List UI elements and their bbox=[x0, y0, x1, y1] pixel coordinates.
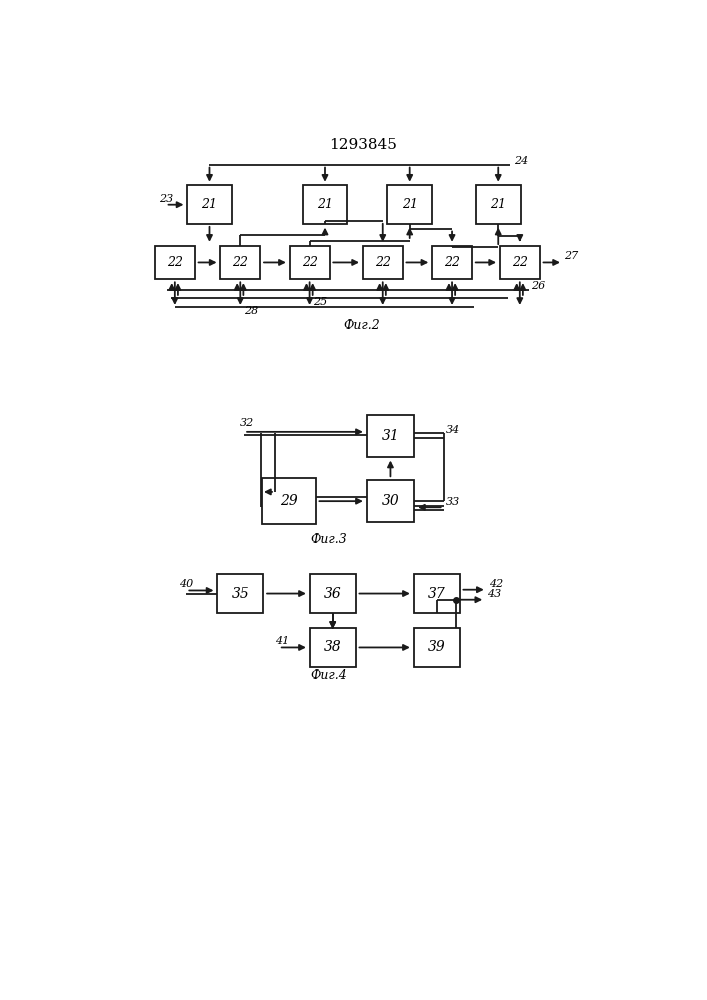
Text: 31: 31 bbox=[382, 429, 399, 443]
Text: 22: 22 bbox=[167, 256, 183, 269]
Text: 22: 22 bbox=[444, 256, 460, 269]
Text: Фиг.2: Фиг.2 bbox=[344, 319, 380, 332]
Bar bbox=[221, 246, 260, 279]
Text: 22: 22 bbox=[302, 256, 317, 269]
Text: 43: 43 bbox=[486, 589, 501, 599]
Text: 22: 22 bbox=[233, 256, 248, 269]
Bar bbox=[155, 246, 195, 279]
Text: 29: 29 bbox=[280, 494, 298, 508]
Bar bbox=[217, 574, 264, 613]
Text: 22: 22 bbox=[375, 256, 391, 269]
Bar bbox=[500, 246, 540, 279]
Bar bbox=[187, 185, 232, 224]
Text: 39: 39 bbox=[428, 640, 445, 654]
Text: 27: 27 bbox=[564, 251, 579, 261]
Text: 34: 34 bbox=[446, 425, 460, 435]
Text: 21: 21 bbox=[490, 198, 506, 211]
Text: 32: 32 bbox=[240, 418, 255, 428]
Bar bbox=[262, 478, 316, 524]
Bar bbox=[476, 185, 520, 224]
Text: 36: 36 bbox=[324, 587, 341, 601]
Text: 33: 33 bbox=[446, 497, 460, 507]
Text: 37: 37 bbox=[428, 587, 445, 601]
Text: 23: 23 bbox=[160, 194, 174, 204]
Bar bbox=[387, 185, 432, 224]
Text: 30: 30 bbox=[382, 494, 399, 508]
Text: Фиг.3: Фиг.3 bbox=[310, 533, 347, 546]
Text: 26: 26 bbox=[532, 281, 546, 291]
Text: 41: 41 bbox=[275, 636, 289, 646]
Bar bbox=[303, 185, 347, 224]
Bar bbox=[310, 574, 356, 613]
Text: 25: 25 bbox=[313, 297, 327, 307]
Text: 40: 40 bbox=[179, 579, 193, 589]
Text: 28: 28 bbox=[244, 306, 258, 316]
Text: 38: 38 bbox=[324, 640, 341, 654]
Bar bbox=[366, 415, 414, 457]
Text: 35: 35 bbox=[231, 587, 249, 601]
Bar bbox=[414, 574, 460, 613]
Text: 24: 24 bbox=[514, 156, 528, 166]
Bar bbox=[432, 246, 472, 279]
Text: 21: 21 bbox=[317, 198, 333, 211]
Text: Фиг.4: Фиг.4 bbox=[310, 669, 347, 682]
Text: 21: 21 bbox=[201, 198, 218, 211]
Text: 42: 42 bbox=[489, 579, 503, 589]
Bar bbox=[366, 480, 414, 522]
Text: 1293845: 1293845 bbox=[329, 138, 397, 152]
Bar bbox=[414, 628, 460, 667]
Text: 22: 22 bbox=[512, 256, 528, 269]
Bar bbox=[310, 628, 356, 667]
Bar bbox=[363, 246, 403, 279]
Bar bbox=[290, 246, 329, 279]
Text: 21: 21 bbox=[402, 198, 418, 211]
